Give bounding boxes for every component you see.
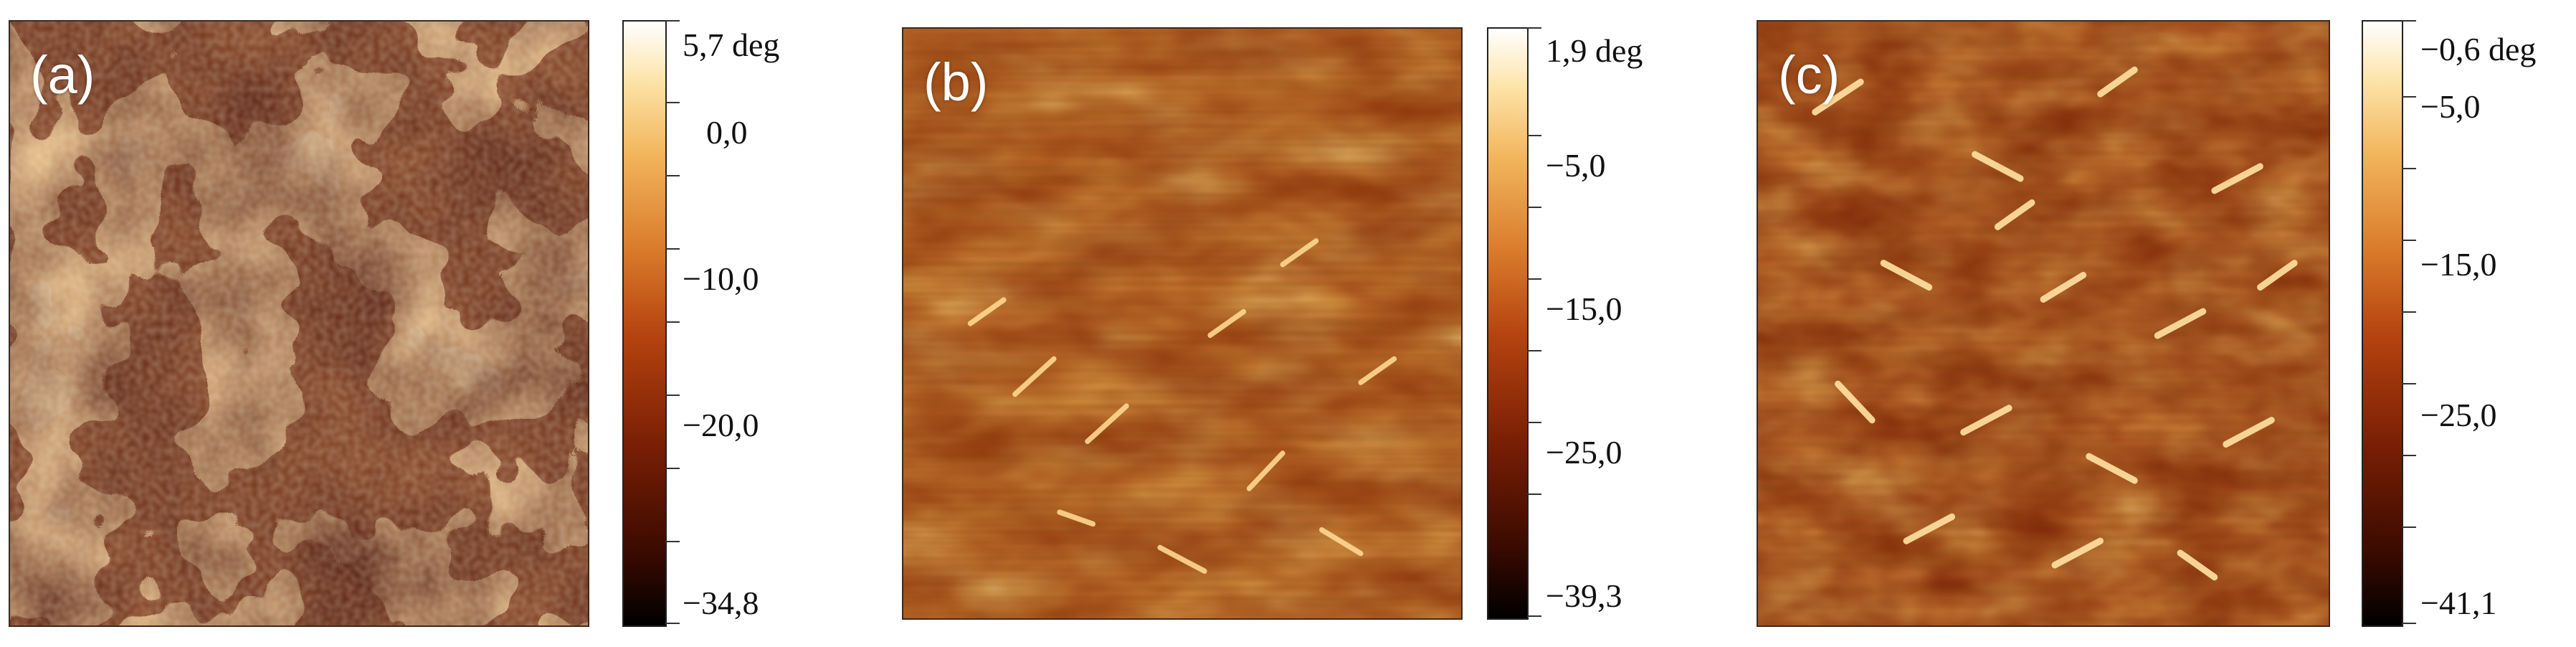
colorbar-tick <box>1527 493 1541 495</box>
colorbar-tick <box>665 175 680 176</box>
panel-c: (c) −0,6 deg −5,0 −15,0 −25,0 −41,1 <box>1714 0 2576 647</box>
colorbar-tick <box>1527 422 1541 423</box>
colorbar-tick <box>1527 278 1541 280</box>
colorbar-label-a-2: −10,0 <box>683 260 759 297</box>
colorbar-tick <box>2402 455 2416 456</box>
colorbar-tick <box>1527 135 1541 136</box>
phase-image-b: (b) <box>902 27 1463 620</box>
afm-phase-map-c <box>1758 22 2329 625</box>
colorbar-max-label-b: 1,9 deg <box>1546 32 1643 69</box>
colorbar-tick <box>2402 623 2416 624</box>
colorbar-gradient-c <box>2363 22 2402 625</box>
colorbar-tick <box>665 395 680 396</box>
colorbar-max-label-a: 5,7 deg <box>683 27 780 63</box>
colorbar-label-c-3: −25,0 <box>2420 397 2497 433</box>
phase-image-c: (c) <box>1757 20 2330 627</box>
panel-a: (a) 5,7 deg 0,0 −10,0 −20,0 −34,8 <box>0 0 853 647</box>
colorbar-gradient-b <box>1488 29 1527 618</box>
colorbar-tick <box>665 541 680 542</box>
colorbar-tick <box>665 468 680 469</box>
colorbar-tick <box>665 102 680 103</box>
colorbar-min-label-a: −34,8 <box>683 585 759 621</box>
colorbar-label-c-2: −15,0 <box>2420 246 2497 283</box>
colorbar-gradient-a <box>624 22 665 625</box>
colorbar-b <box>1487 27 1529 620</box>
colorbar-label-b-1: −5,0 <box>1546 147 1606 184</box>
colorbar-tick <box>665 623 680 624</box>
colorbar-tick <box>1527 27 1541 29</box>
colorbar-label-b-2: −15,0 <box>1546 291 1622 327</box>
colorbar-tick <box>2402 96 2416 98</box>
colorbar-tick <box>2402 311 2416 313</box>
colorbar-tick <box>2402 383 2416 384</box>
colorbar-c <box>2362 20 2403 627</box>
panel-label-b: (b) <box>923 52 989 112</box>
colorbar-tick <box>2402 526 2416 528</box>
colorbar-label-c-1: −5,0 <box>2420 88 2481 125</box>
afm-phase-map-a <box>10 22 588 625</box>
colorbar-label-a-1: 0,0 <box>706 114 748 151</box>
colorbar-tick <box>2402 240 2416 241</box>
colorbar-tick <box>2402 20 2416 22</box>
panel-b: (b) 1,9 deg −5,0 −15,0 −25,0 −39,3 <box>853 0 1714 647</box>
panel-label-a: (a) <box>30 45 95 105</box>
colorbar-max-label-c: −0,6 deg <box>2420 31 2537 67</box>
colorbar-tick <box>665 248 680 250</box>
colorbar-a <box>622 20 667 627</box>
afm-phase-map-b <box>903 29 1461 618</box>
colorbar-label-a-3: −20,0 <box>683 407 759 443</box>
colorbar-tick <box>1527 615 1541 617</box>
colorbar-min-label-b: −39,3 <box>1546 577 1622 614</box>
colorbar-tick <box>2402 168 2416 169</box>
panel-label-c: (c) <box>1778 45 1840 105</box>
colorbar-tick <box>665 321 680 323</box>
colorbar-label-b-3: −25,0 <box>1546 434 1622 471</box>
colorbar-tick <box>1527 207 1541 208</box>
colorbar-tick <box>665 20 680 22</box>
colorbar-tick <box>1527 350 1541 351</box>
phase-image-a: (a) <box>9 20 589 627</box>
colorbar-min-label-c: −41,1 <box>2420 585 2497 621</box>
